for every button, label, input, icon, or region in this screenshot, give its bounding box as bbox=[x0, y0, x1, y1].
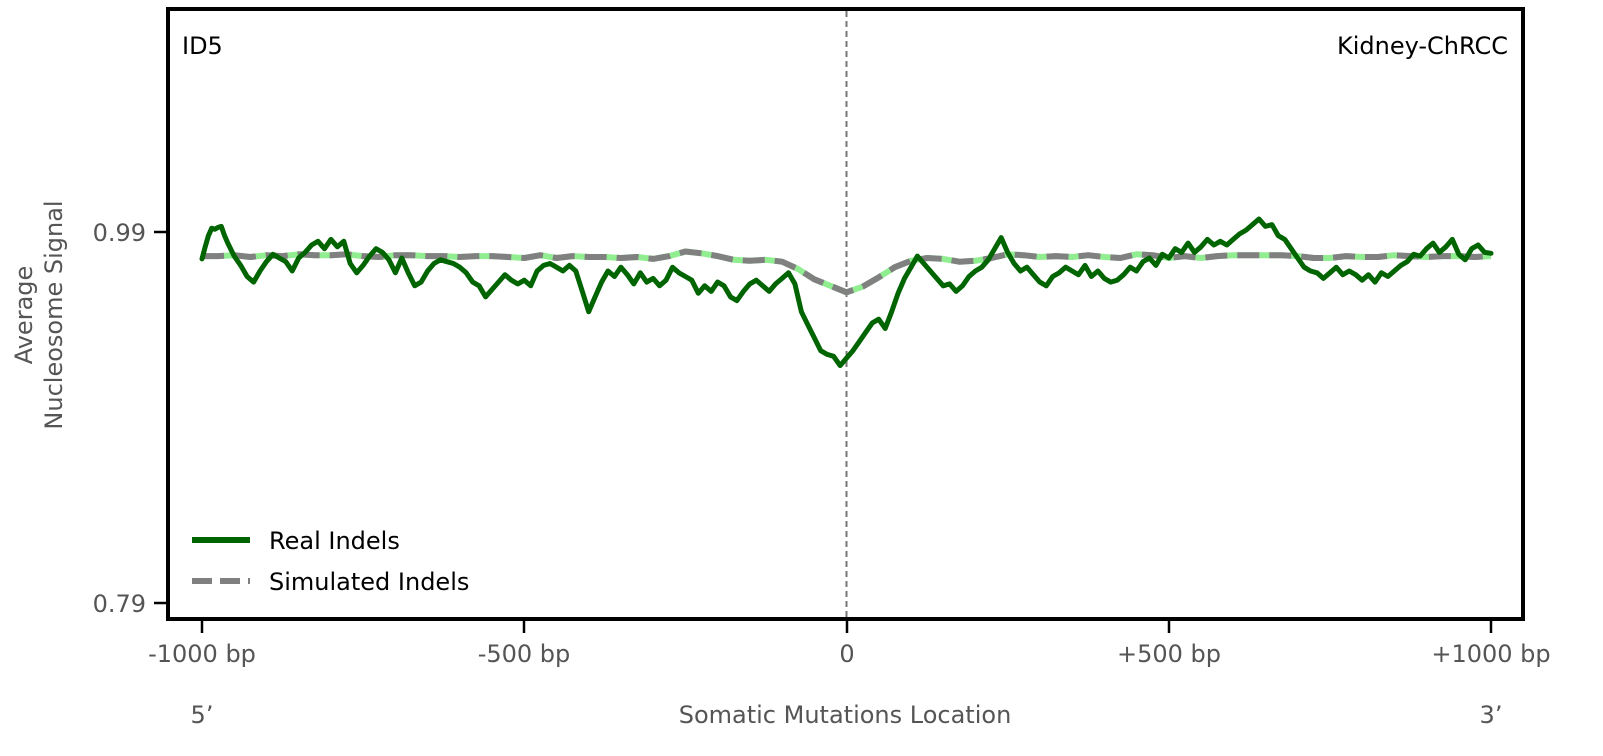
y-axis-title-line1: Average bbox=[10, 266, 38, 365]
x-tick-label: -1000 bp bbox=[148, 640, 256, 668]
x-tick-label: -500 bp bbox=[478, 640, 571, 668]
legend: Real Indels Simulated Indels bbox=[192, 527, 469, 596]
y-tick-label: 0.79 bbox=[93, 590, 146, 618]
y-axis-title-line2: Nucleosome Signal bbox=[40, 200, 68, 429]
x-axis-title: Somatic Mutations Location bbox=[679, 701, 1012, 729]
tissue-label: Kidney-ChRCC bbox=[1337, 32, 1508, 60]
panel-label: ID5 bbox=[182, 32, 223, 60]
legend-label-real: Real Indels bbox=[269, 527, 400, 555]
series-line-real-indels bbox=[199, 216, 1494, 369]
series-line-simulated-indels bbox=[202, 248, 1492, 296]
y-axis-ticks: 0.99 0.79 bbox=[93, 219, 168, 618]
plot-frame bbox=[166, 7, 1525, 621]
series-layer bbox=[199, 216, 1494, 369]
strand-3prime-label: 3’ bbox=[1480, 701, 1503, 729]
y-tick-label: 0.99 bbox=[93, 219, 146, 247]
x-tick-label: +500 bp bbox=[1117, 640, 1221, 668]
legend-label-simulated: Simulated Indels bbox=[269, 568, 469, 596]
x-tick-label: +1000 bp bbox=[1431, 640, 1550, 668]
strand-5prime-label: 5’ bbox=[191, 701, 214, 729]
x-tick-label: 0 bbox=[839, 640, 854, 668]
x-axis-ticks: -1000 bp -500 bp 0 +500 bp +1000 bp bbox=[148, 619, 1551, 668]
